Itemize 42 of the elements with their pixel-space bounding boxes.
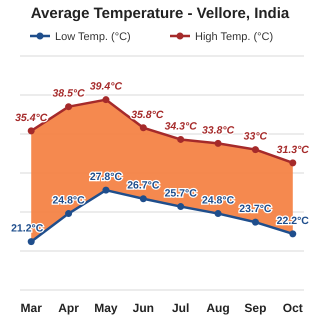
data-label: 24.8°C	[52, 194, 86, 207]
point	[28, 238, 35, 246]
x-tick-label: Mar	[20, 301, 42, 315]
data-label: 22.2°C	[276, 214, 310, 227]
data-label: 39.4°C	[90, 80, 122, 93]
point	[252, 146, 259, 154]
data-label: 33°C	[244, 130, 268, 143]
point	[289, 230, 296, 238]
point	[102, 96, 110, 104]
data-label: 38.5°C	[52, 88, 86, 100]
data-label: 31.3°C	[276, 144, 310, 156]
data-label: 25.7°C	[164, 188, 198, 200]
point	[65, 210, 72, 218]
x-tick-label: May	[94, 301, 118, 315]
point	[214, 140, 222, 147]
legend-label: Low Temp. (°C)	[55, 31, 131, 43]
point	[102, 186, 110, 194]
point	[289, 159, 296, 166]
data-label: 26.7°C	[127, 180, 160, 192]
point	[65, 103, 72, 110]
x-tick-label: Sep	[244, 301, 266, 315]
data-label: 27.8°C	[90, 171, 122, 184]
point	[177, 203, 184, 210]
data-label: 35.4°C	[15, 112, 48, 124]
data-label: 34.3°C	[164, 120, 198, 132]
legend-label: High Temp. (°C)	[195, 31, 274, 43]
data-label: 35.8°C	[131, 108, 164, 121]
x-tick-label: Aug	[206, 301, 230, 315]
x-tick-label: Jul	[172, 301, 190, 315]
point	[177, 136, 184, 143]
point	[28, 127, 35, 134]
point	[140, 124, 147, 132]
point	[214, 210, 222, 218]
x-tick-label: Oct	[282, 301, 303, 315]
point	[140, 195, 147, 202]
data-label: 24.8°C	[202, 194, 235, 207]
chart-title: Average Temperature - Vellore, India	[30, 5, 290, 22]
x-tick-label: Apr	[58, 301, 80, 315]
x-tick-label: Jun	[132, 301, 154, 315]
data-label: 23.7°C	[239, 203, 272, 216]
data-label: 33.8°C	[202, 124, 235, 136]
point	[252, 218, 259, 226]
